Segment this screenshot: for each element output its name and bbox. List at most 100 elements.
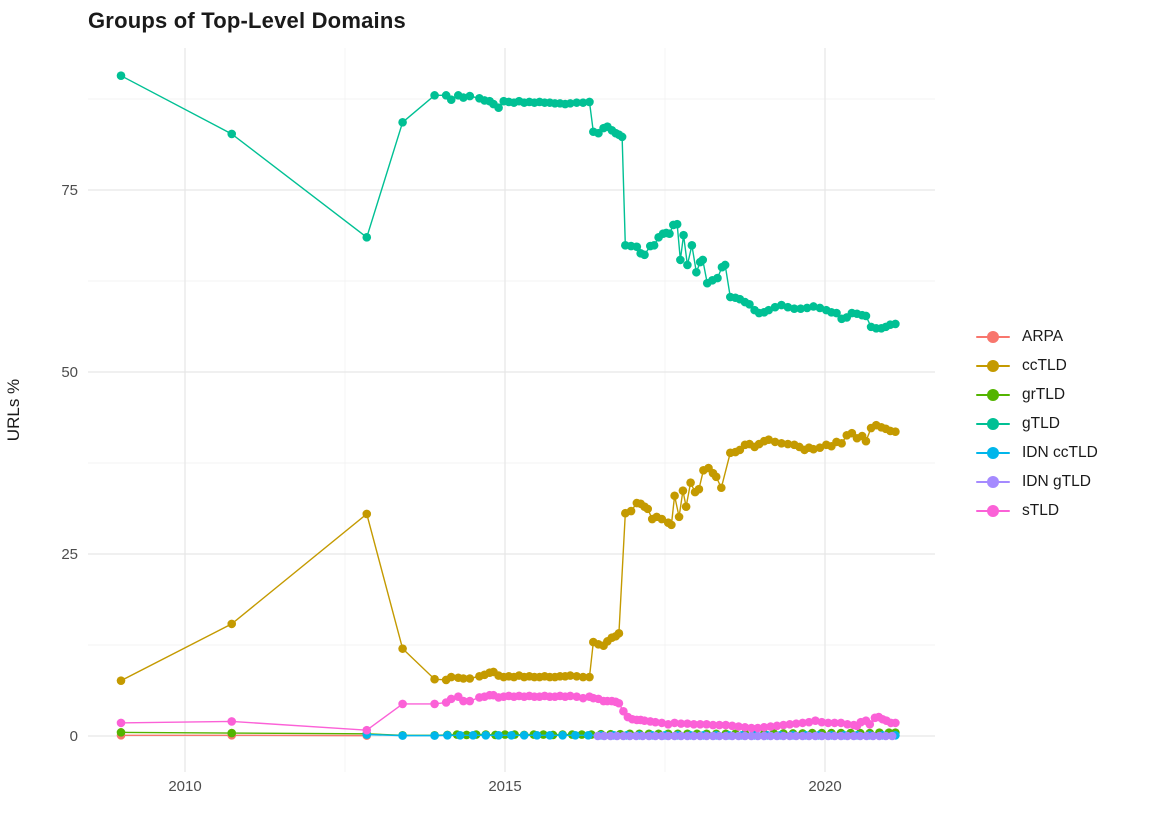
series-cctld [116, 420, 900, 685]
chart-title: Groups of Top-Level Domains [88, 8, 406, 33]
data-point-idn-gtld [689, 731, 699, 741]
data-point-cctld [694, 484, 704, 494]
data-point-cctld [572, 672, 581, 681]
data-point-idn-cctld [545, 730, 555, 740]
data-point-cctld [116, 676, 126, 685]
data-point-cctld [626, 506, 636, 516]
data-point-gtld [861, 311, 871, 321]
data-point-idn-gtld [875, 731, 884, 741]
data-point-idn-gtld [593, 731, 603, 741]
data-point-cctld [459, 674, 468, 683]
data-point-idn-gtld [599, 731, 609, 741]
data-point-stld [683, 719, 692, 728]
data-point-stld [663, 720, 673, 729]
data-point-gtld [809, 302, 818, 311]
data-point-gtld [227, 129, 237, 139]
data-point-cctld [777, 439, 786, 448]
data-point-gtld [683, 260, 692, 270]
data-point-gtld [446, 95, 456, 105]
data-point-gtld [494, 103, 503, 113]
data-point-cctld [667, 520, 676, 530]
legend: ARPA ccTLD grTLD gTLD IDN ccTLD IDN gTLD sTLD [976, 322, 1098, 525]
legend-item-grtld: grTLD [976, 380, 1098, 409]
data-point-gtld [459, 93, 468, 102]
data-point-idn-cctld [481, 730, 491, 740]
data-point-gtld [789, 304, 799, 313]
data-point-idn-gtld [753, 731, 763, 741]
svg-text:2020: 2020 [808, 778, 841, 795]
data-point-idn-gtld [862, 731, 871, 741]
data-point-gtld [802, 303, 812, 313]
data-point-idn-gtld [811, 731, 820, 741]
data-point-cctld [861, 436, 871, 446]
legend-key-icon [976, 446, 1010, 460]
data-point-stld [740, 722, 750, 732]
data-point-gtld [745, 299, 754, 309]
series-gtld [116, 71, 900, 333]
legend-item-label: grTLD [1022, 385, 1066, 403]
data-point-idn-gtld [702, 731, 711, 741]
data-point-idn-cctld [494, 730, 503, 740]
data-point-grtld [577, 730, 587, 739]
data-point-idn-gtld [843, 731, 852, 741]
svg-text:2010: 2010 [168, 778, 201, 795]
data-point-idn-cctld [507, 730, 516, 740]
data-point-idn-gtld [663, 731, 673, 741]
data-point-idn-gtld [772, 731, 782, 741]
data-point-stld [715, 720, 724, 730]
data-point-cctld [643, 504, 653, 514]
data-point-cctld [678, 486, 688, 495]
data-point-gtld [565, 99, 575, 108]
legend-item-stld: sTLD [976, 496, 1098, 525]
data-point-idn-cctld [583, 730, 593, 740]
data-point-stld [116, 718, 126, 728]
data-point-gtld [572, 98, 581, 107]
data-point-idn-gtld [695, 731, 705, 741]
data-point-cctld [670, 491, 679, 501]
data-point-stld [823, 718, 833, 728]
data-point-idn-cctld [519, 730, 529, 740]
data-point-cctld [783, 439, 793, 449]
data-point-gtld [687, 241, 697, 250]
data-point-idn-cctld [558, 730, 567, 740]
legend-item-gtld: gTLD [976, 409, 1098, 438]
data-point-idn-gtld [734, 731, 743, 741]
data-point-idn-gtld [804, 731, 814, 741]
data-point-gtld [676, 255, 685, 265]
legend-item-idn-gtld: IDN gTLD [976, 467, 1098, 496]
data-point-idn-gtld [612, 731, 622, 741]
data-point-gtld [692, 267, 701, 277]
data-point-idn-cctld [398, 731, 407, 740]
data-point-cctld [430, 674, 439, 684]
data-point-stld [759, 722, 769, 732]
data-point-gtld [362, 233, 372, 242]
data-point-idn-gtld [721, 731, 731, 741]
svg-text:50: 50 [61, 364, 78, 381]
data-point-stld [651, 717, 660, 727]
data-point-idn-gtld [881, 731, 891, 741]
svg-text:2015: 2015 [488, 778, 521, 795]
data-point-cctld [686, 478, 695, 487]
data-point-cctld [578, 672, 588, 682]
data-point-cctld [465, 674, 475, 683]
data-point-stld [689, 720, 699, 729]
data-point-stld [772, 721, 782, 731]
data-point-gtld [430, 91, 439, 100]
data-point-idn-cctld [468, 730, 478, 740]
legend-key-icon [976, 330, 1010, 344]
data-point-stld [465, 696, 475, 706]
data-point-idn-gtld [631, 731, 641, 741]
data-point-cctld [398, 644, 407, 653]
data-point-cctld [815, 443, 825, 453]
data-point-idn-gtld [715, 731, 724, 741]
data-point-idn-gtld [740, 731, 750, 741]
data-point-idn-cctld [571, 730, 580, 740]
data-point-stld [766, 722, 775, 731]
data-point-idn-gtld [887, 731, 897, 741]
legend-key-icon [976, 388, 1010, 402]
data-point-stld [702, 720, 711, 729]
data-point-gtld [796, 304, 805, 313]
data-point-gtld [713, 273, 722, 283]
data-point-cctld [565, 671, 575, 680]
